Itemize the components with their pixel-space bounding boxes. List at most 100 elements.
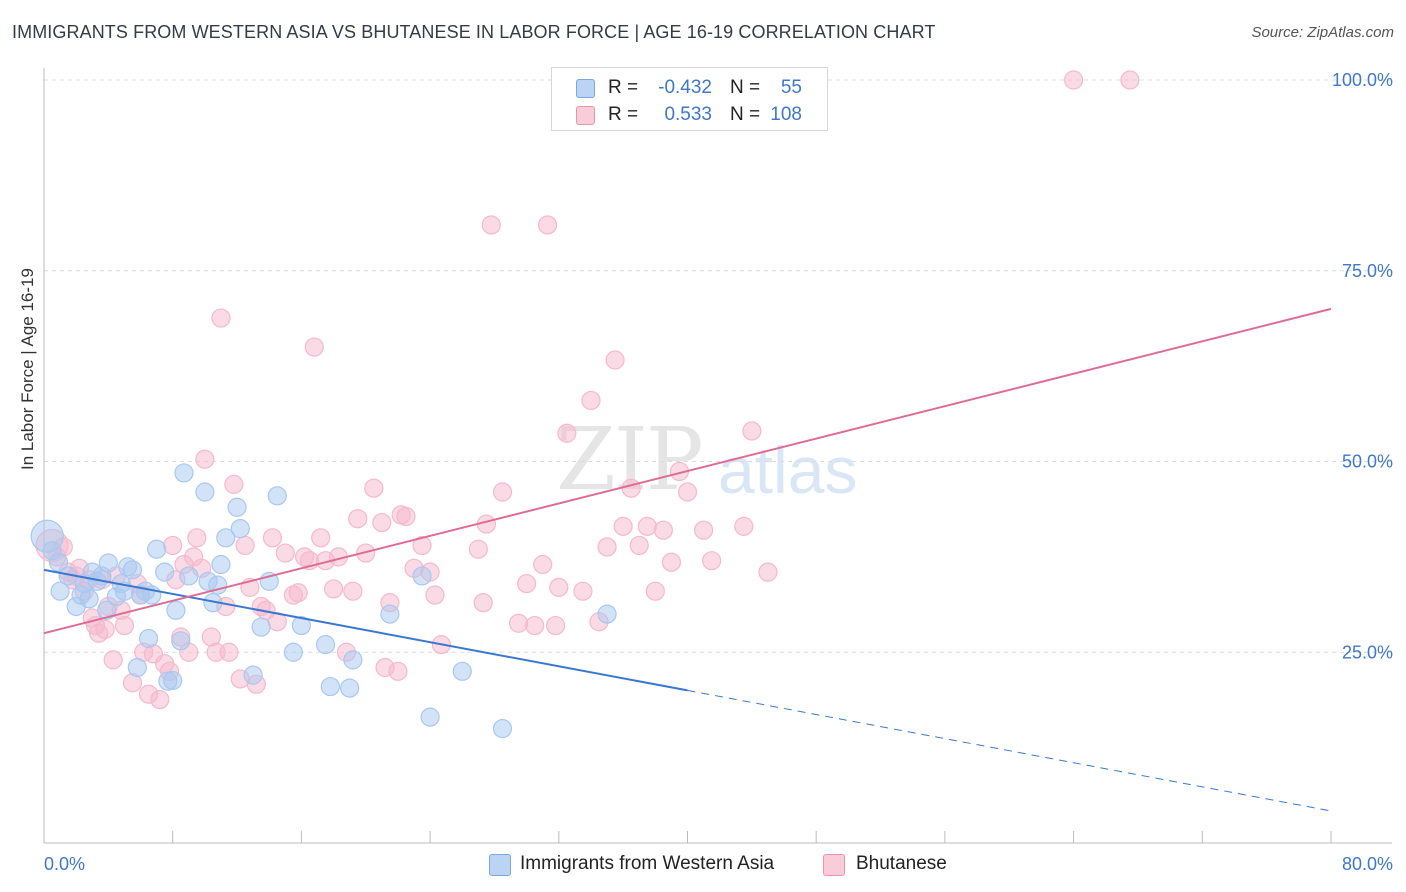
point-western-asia <box>267 486 287 506</box>
point-bhutanese <box>605 350 625 370</box>
point-western-asia <box>343 650 363 670</box>
y-axis-label: In Labor Force | Age 16-19 <box>18 268 37 470</box>
point-western-asia <box>216 528 236 548</box>
legend-n-value: 55 <box>780 77 802 98</box>
legend-r-value: 0.533 <box>664 104 712 125</box>
point-bhutanese <box>275 543 295 563</box>
point-bhutanese <box>677 482 698 502</box>
point-western-asia <box>291 615 311 636</box>
series-western-asia-points <box>30 463 617 739</box>
point-bhutanese <box>103 650 123 670</box>
point-bhutanese <box>288 583 308 603</box>
point-bhutanese <box>372 512 392 533</box>
point-bhutanese <box>742 421 762 441</box>
point-bhutanese <box>364 478 384 498</box>
point-bhutanese <box>597 537 617 557</box>
trend-line-bhutanese <box>43 307 1332 635</box>
point-bhutanese <box>412 535 432 556</box>
point-bhutanese <box>262 528 283 548</box>
legend-n-label: N = <box>730 104 761 125</box>
point-bhutanese <box>481 215 501 235</box>
point-bhutanese <box>425 585 445 605</box>
series-bhutanese-points <box>35 70 1140 710</box>
point-western-asia <box>380 604 400 624</box>
point-western-asia <box>320 676 340 697</box>
point-western-asia <box>420 707 440 727</box>
point-bhutanese <box>114 615 135 636</box>
point-bhutanese <box>573 581 593 601</box>
point-western-asia <box>155 562 175 582</box>
point-bhutanese <box>187 528 207 548</box>
point-bhutanese <box>557 423 577 443</box>
point-bhutanese <box>343 581 363 601</box>
legend-r-value: -0.432 <box>658 77 712 98</box>
point-western-asia <box>211 554 231 575</box>
point-western-asia <box>227 497 247 517</box>
point-western-asia <box>79 589 99 609</box>
point-bhutanese <box>533 554 553 575</box>
point-western-asia <box>251 617 271 637</box>
point-bhutanese <box>224 474 244 494</box>
point-bhutanese <box>396 506 416 527</box>
point-western-asia <box>174 463 194 483</box>
point-bhutanese <box>508 613 529 633</box>
series-legend: Immigrants from Western Asia Bhutanese <box>0 850 1406 880</box>
axes <box>43 68 1392 844</box>
point-bhutanese <box>219 642 239 662</box>
point-bhutanese <box>545 615 566 636</box>
point-western-asia <box>179 566 199 586</box>
point-western-asia <box>147 539 167 559</box>
point-western-asia <box>243 665 263 685</box>
legend-r-label: R = <box>608 77 639 98</box>
point-western-asia <box>166 600 186 620</box>
chart-title: IMMIGRANTS FROM WESTERN ASIA VS BHUTANES… <box>12 22 936 42</box>
trend-lines <box>43 307 1332 812</box>
point-bhutanese <box>661 552 682 572</box>
legend-bottom-swatch-western-asia <box>489 854 511 876</box>
point-bhutanese <box>734 516 754 536</box>
point-bhutanese <box>629 535 649 556</box>
point-bhutanese <box>348 509 368 529</box>
point-western-asia <box>492 718 513 739</box>
point-bhutanese <box>653 520 673 540</box>
point-western-asia <box>597 604 617 624</box>
tick-labels: 25.0% 50.0% 75.0% 100.0% 0.0% 80.0% <box>44 70 1393 874</box>
legend-bottom-label-bhutanese: Bhutanese <box>856 853 947 874</box>
point-bhutanese <box>581 390 601 411</box>
legend-n-value: 108 <box>770 104 802 125</box>
x-tick-label: 80.0% <box>1342 854 1393 874</box>
point-bhutanese <box>693 520 714 540</box>
point-western-asia <box>230 519 250 539</box>
point-bhutanese <box>468 539 488 559</box>
point-western-asia <box>97 600 117 620</box>
point-bhutanese <box>95 619 115 639</box>
trend-line-western-asia <box>43 568 688 692</box>
x-tick-label: 0.0% <box>44 854 85 874</box>
point-western-asia <box>171 631 191 651</box>
point-western-asia <box>315 635 336 655</box>
point-bhutanese <box>613 516 633 536</box>
point-bhutanese <box>304 337 324 357</box>
point-western-asia <box>412 566 432 586</box>
point-bhutanese <box>537 215 558 235</box>
source-credit: Source: ZipAtlas.com <box>1251 24 1394 41</box>
point-bhutanese <box>758 562 778 582</box>
point-bhutanese <box>150 689 170 710</box>
point-western-asia <box>50 581 70 601</box>
y-tick-label: 75.0% <box>1342 261 1393 281</box>
point-western-asia <box>163 670 183 691</box>
point-western-asia <box>122 560 143 580</box>
legend-bottom-label-western-asia: Immigrants from Western Asia <box>520 853 775 874</box>
point-bhutanese <box>388 661 408 681</box>
point-western-asia <box>452 661 472 681</box>
point-western-asia <box>127 657 147 678</box>
legend-bottom-swatch-bhutanese <box>823 854 845 876</box>
point-bhutanese <box>517 573 537 594</box>
point-bhutanese <box>549 577 569 597</box>
point-bhutanese <box>525 615 545 636</box>
point-bhutanese <box>311 528 331 548</box>
point-bhutanese <box>235 535 255 556</box>
legend-swatch-bhutanese <box>576 106 595 125</box>
legend-n-label: N = <box>730 77 761 98</box>
